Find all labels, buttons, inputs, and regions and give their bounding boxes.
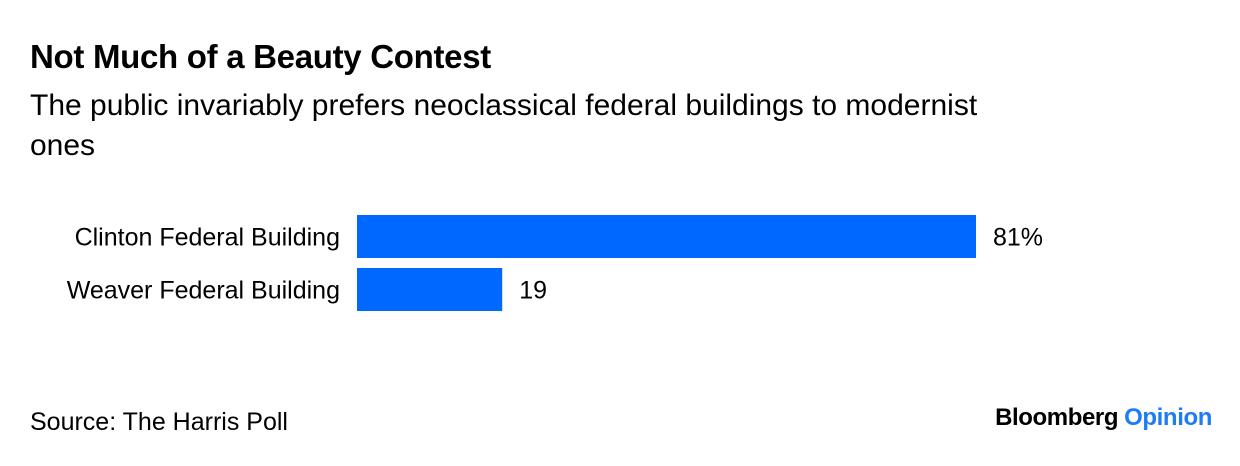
source-note: Source: The Harris Poll <box>30 408 288 436</box>
bar-1 <box>357 268 503 311</box>
category-label-1: Weaver Federal Building <box>67 277 340 305</box>
value-label-1: 19 <box>519 277 547 305</box>
value-label-0: 81% <box>993 224 1043 252</box>
category-label-0: Clinton Federal Building <box>75 224 340 252</box>
brand-secondary: Opinion <box>1124 404 1212 431</box>
chart-title: Not Much of a Beauty Contest <box>30 38 491 75</box>
brand-primary: Bloomberg <box>995 404 1119 431</box>
brand-logo: Bloomberg Opinion <box>995 404 1212 432</box>
chart-subtitle: The public invariably prefers neoclassic… <box>30 89 978 162</box>
bar-0 <box>357 215 976 258</box>
